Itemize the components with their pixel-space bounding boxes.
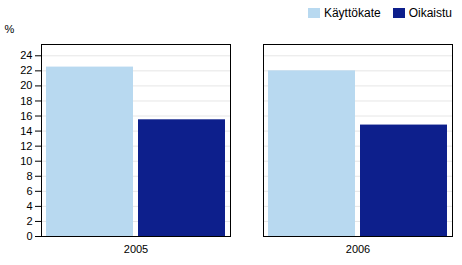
svg-text:14: 14 xyxy=(20,125,32,137)
svg-text:2: 2 xyxy=(26,215,32,227)
svg-text:24: 24 xyxy=(20,49,32,61)
svg-text:20: 20 xyxy=(20,79,32,91)
svg-text:%: % xyxy=(5,23,15,35)
svg-text:16: 16 xyxy=(20,110,32,122)
svg-text:2005: 2005 xyxy=(124,243,148,255)
svg-text:4: 4 xyxy=(26,200,32,212)
svg-text:2006: 2006 xyxy=(346,243,370,255)
svg-text:8: 8 xyxy=(26,170,32,182)
svg-text:22: 22 xyxy=(20,64,32,76)
svg-text:10: 10 xyxy=(20,155,32,167)
svg-text:18: 18 xyxy=(20,94,32,106)
svg-text:12: 12 xyxy=(20,140,32,152)
html-text:Käyttökate: Käyttökate xyxy=(323,6,381,20)
svg-text:6: 6 xyxy=(26,185,32,197)
html-text:Oikaistu: Oikaistu xyxy=(408,6,452,20)
svg-text:0: 0 xyxy=(26,230,32,242)
